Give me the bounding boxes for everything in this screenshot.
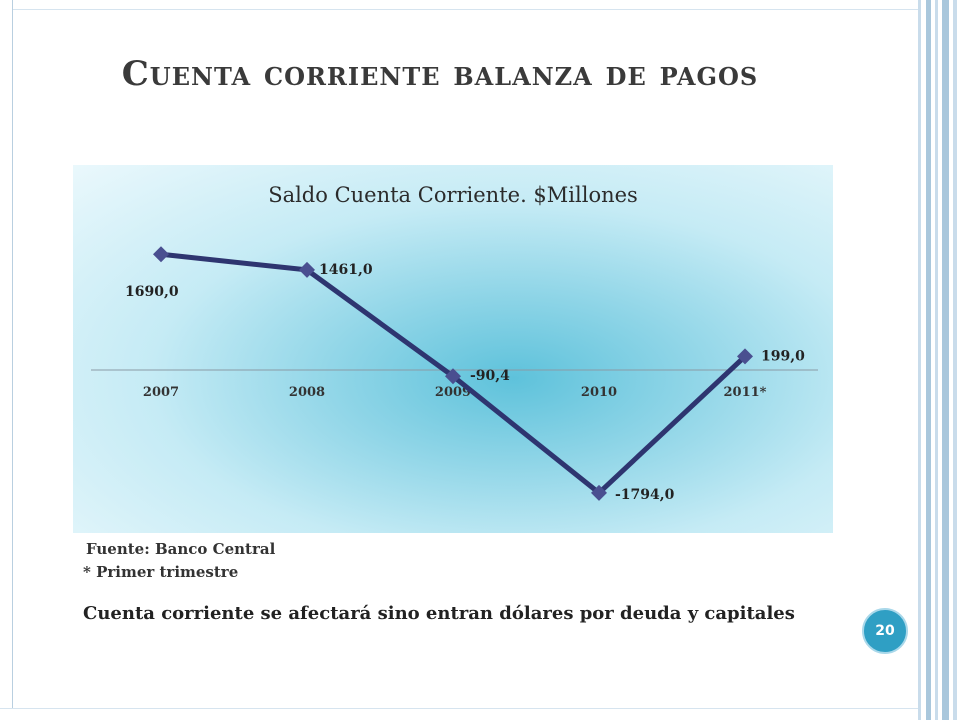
body-text: Cuenta corriente se afectará sino entran… xyxy=(83,603,795,624)
data-label: -90,4 xyxy=(470,368,510,384)
data-point-marker xyxy=(299,261,315,278)
slide-frame-top xyxy=(0,0,920,10)
line-chart: Saldo Cuenta Corriente. $Millones 2007 20… xyxy=(91,183,818,503)
data-point-marker xyxy=(591,484,607,501)
x-tick-label: 2010 xyxy=(581,385,617,400)
x-tick-label: 2011* xyxy=(724,385,767,400)
x-tick-label: 2008 xyxy=(289,385,325,400)
data-point-marker xyxy=(445,368,461,385)
x-tick-label: 2009 xyxy=(435,385,471,400)
slide-frame-bottom xyxy=(0,708,920,721)
source-note: Fuente: Banco Central xyxy=(86,540,276,558)
data-point-marker xyxy=(153,246,169,263)
chart-area: Saldo Cuenta Corriente. $Millones 2007 20… xyxy=(73,165,833,533)
data-label: -1794,0 xyxy=(615,487,675,503)
data-point-marker xyxy=(737,348,753,365)
chart-title: Saldo Cuenta Corriente. $Millones xyxy=(268,183,638,207)
page-number-badge: 20 xyxy=(862,608,908,654)
footnote: * Primer trimestre xyxy=(83,563,239,581)
data-label: 1461,0 xyxy=(319,262,373,278)
side-stripes xyxy=(918,0,957,720)
x-tick-label: 2007 xyxy=(143,385,179,400)
slide-title: Cuenta corriente balanza de pagos xyxy=(121,54,759,94)
data-label: 199,0 xyxy=(761,348,805,364)
data-label: 1690,0 xyxy=(125,284,179,300)
slide-frame-left xyxy=(0,0,13,720)
